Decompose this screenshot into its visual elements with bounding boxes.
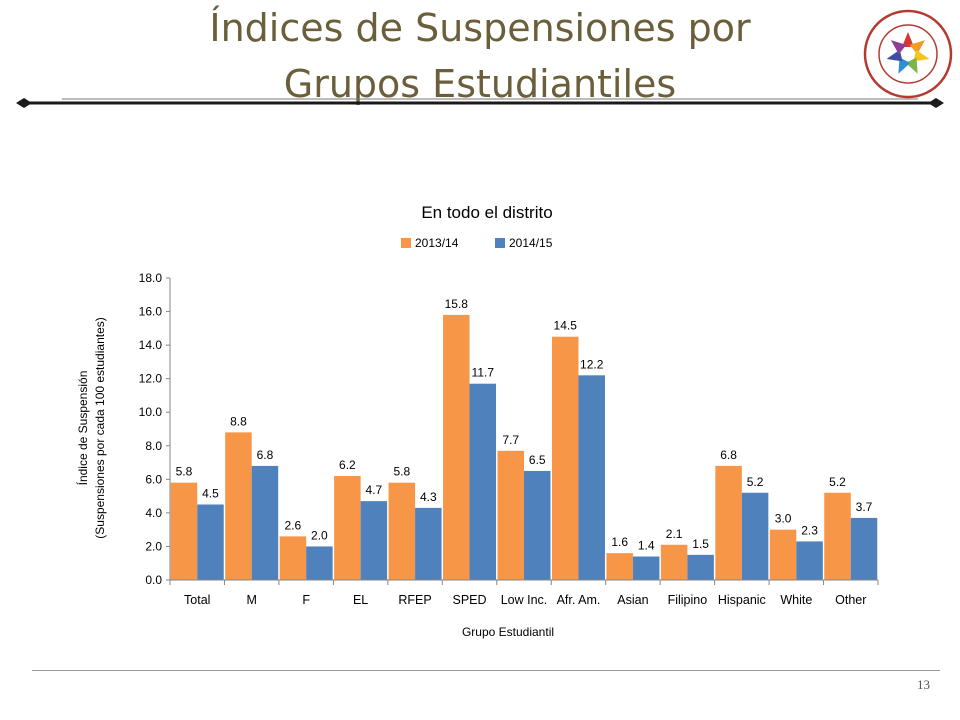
bar-2013-14-el: [334, 475, 361, 580]
bar-2013-14-low-inc: [497, 450, 524, 580]
bar-2013-14-sped: [443, 314, 470, 580]
data-label-2013-14-total: 5.8: [176, 465, 193, 479]
bar-2013-14-total: [170, 482, 198, 580]
bar-2013-14-hispanic: [715, 465, 742, 580]
bar-2014-15-sped: [469, 383, 497, 580]
x-tick-label-m: M: [246, 593, 256, 607]
data-label-2014-15-other: 3.7: [856, 500, 873, 514]
slide-title-line1: Índices de Suspensiones por: [209, 6, 751, 50]
bar-2014-15-el: [360, 501, 388, 580]
chart-legend: 2013/14 2014/15: [401, 236, 553, 250]
data-label-2013-14-white: 3.0: [775, 512, 792, 526]
y-axis-label-line1: Índice de Suspensión: [75, 371, 90, 486]
chart-title: En todo el distrito: [421, 203, 552, 222]
data-label-2014-15-m: 6.8: [257, 448, 274, 462]
x-tick-label-sped: SPED: [453, 593, 487, 607]
data-label-2013-14-other: 5.2: [829, 475, 846, 489]
district-logo: [863, 9, 953, 99]
bar-2013-14-rfep: [388, 482, 416, 580]
data-label-2014-15-asian: 1.4: [638, 539, 655, 553]
bar-2013-14-afr-am: [551, 336, 579, 580]
x-axis-ticks: Total M F EL RFEP SPED Low Inc. Afr. Am. Asian Fi…: [169, 580, 879, 607]
data-label-2014-15-rfep: 4.3: [420, 490, 437, 504]
x-tick-label-hispanic: Hispanic: [718, 593, 766, 607]
data-label-2013-14-el: 6.2: [339, 458, 356, 472]
bar-2013-14-m: [225, 432, 252, 580]
y-tick-label: 0.0: [145, 573, 162, 587]
y-tick-label: 4.0: [145, 506, 162, 520]
legend-label-2014-15: 2014/15: [509, 236, 553, 250]
data-label-2013-14-hispanic: 6.8: [720, 448, 737, 462]
x-tick-label-f: F: [302, 593, 310, 607]
data-label-2014-15-hispanic: 5.2: [747, 475, 764, 489]
data-label-2014-15-total: 4.5: [202, 487, 219, 501]
data-label-2013-14-sped: 15.8: [445, 297, 469, 311]
y-tick-label: 12.0: [139, 372, 163, 386]
x-tick-label-total: Total: [184, 593, 210, 607]
data-label-2013-14-asian: 1.6: [611, 535, 628, 549]
bar-2014-15-afr-am: [578, 375, 605, 580]
bar-2014-15-f: [306, 546, 333, 580]
x-axis-label: Grupo Estudiantil: [462, 625, 554, 639]
bar-2013-14-asian: [606, 553, 633, 580]
page-number: 13: [917, 677, 930, 692]
data-label-2014-15-f: 2.0: [311, 528, 328, 542]
x-tick-label-el: EL: [353, 593, 368, 607]
bar-2014-15-low-inc: [524, 470, 551, 580]
x-tick-label-asian: Asian: [617, 593, 648, 607]
title-divider: [16, 98, 944, 108]
y-tick-label: 2.0: [145, 539, 162, 553]
data-label-2013-14-low-inc: 7.7: [502, 433, 519, 447]
y-tick-label: 14.0: [139, 338, 163, 352]
bar-2014-15-other: [850, 517, 878, 580]
data-label-2014-15-white: 2.3: [801, 523, 818, 537]
data-label-2013-14-rfep: 5.8: [393, 465, 410, 479]
y-tick-label: 10.0: [139, 405, 163, 419]
data-label-2014-15-filipino: 1.5: [692, 537, 709, 551]
bar-2014-15-filipino: [687, 554, 714, 580]
bar-2014-15-rfep: [415, 507, 442, 580]
y-tick-label: 16.0: [139, 305, 163, 319]
x-tick-label-rfep: RFEP: [398, 593, 431, 607]
footer-divider: [32, 670, 940, 671]
x-tick-label-filipino: Filipino: [668, 593, 708, 607]
bars: [170, 314, 878, 580]
legend-label-2013-14: 2013/14: [415, 236, 459, 250]
data-label-2014-15-el: 4.7: [366, 483, 383, 497]
data-label-2014-15-afr-am: 12.2: [580, 357, 604, 371]
y-tick-label: 8.0: [145, 439, 162, 453]
y-tick-label: 18.0: [139, 271, 163, 285]
x-tick-label-low-inc: Low Inc.: [501, 593, 548, 607]
y-tick-label: 6.0: [145, 472, 162, 486]
bar-2013-14-other: [824, 492, 851, 580]
bar-2014-15-hispanic: [741, 492, 769, 580]
data-label-2014-15-low-inc: 6.5: [529, 453, 546, 467]
x-tick-label-afr-am: Afr. Am.: [557, 593, 601, 607]
y-axis-ticks: 0.0 2.0 4.0 6.0 8.0 10.0 12.0 14.0 16.0 18.0: [139, 271, 170, 587]
y-axis-label: Índice de Suspensión (Suspensiones por c…: [75, 317, 107, 538]
y-axis-label-line2: (Suspensiones por cada 100 estudiantes): [93, 317, 107, 538]
bar-2014-15-total: [197, 504, 224, 580]
bar-2013-14-white: [769, 529, 797, 580]
data-label-2013-14-filipino: 2.1: [666, 527, 683, 541]
data-label-2013-14-afr-am: 14.5: [554, 319, 578, 333]
legend-swatch-2014-15: [495, 238, 505, 248]
data-label-2013-14-m: 8.8: [230, 414, 247, 428]
x-tick-label-white: White: [780, 593, 812, 607]
bar-2014-15-m: [251, 465, 279, 580]
bar-2014-15-asian: [632, 556, 660, 580]
data-label-2013-14-f: 2.6: [285, 518, 302, 532]
bar-2014-15-white: [796, 541, 823, 580]
bar-labels: 5.8 4.5 8.8 6.8 2.6 2.0 6.2 4.7 5.8 4.3 15.8 11.7 7.…: [176, 297, 873, 553]
legend-swatch-2013-14: [401, 238, 411, 248]
bar-2013-14-filipino: [660, 544, 688, 580]
slide-title: Índices de Suspensiones por Grupos Estud…: [150, 0, 810, 112]
x-tick-label-other: Other: [835, 593, 866, 607]
bar-2013-14-f: [279, 536, 307, 580]
data-label-2014-15-sped: 11.7: [472, 366, 495, 380]
